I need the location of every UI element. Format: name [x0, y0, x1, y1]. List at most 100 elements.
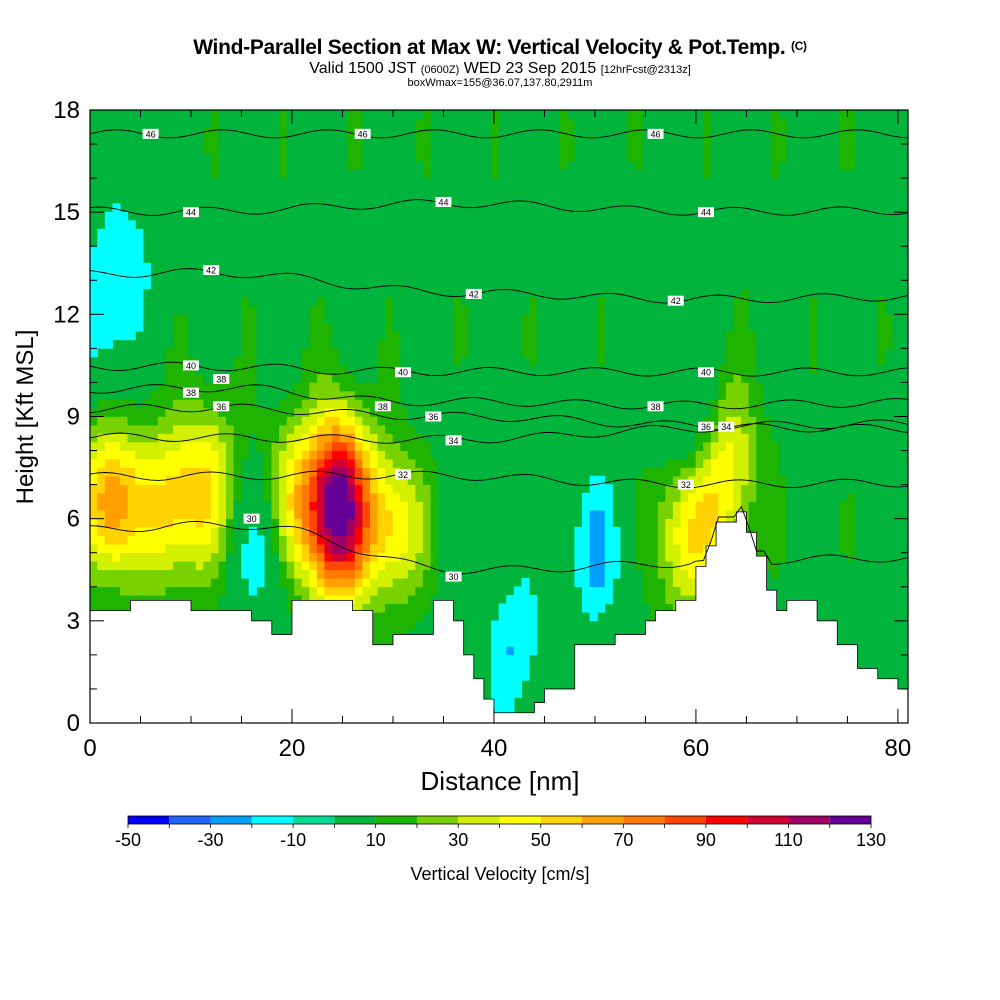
velocity-cell [635, 577, 644, 588]
velocity-cell [665, 348, 674, 358]
velocity-cell [892, 331, 901, 341]
velocity-cell [90, 305, 98, 315]
velocity-cell [385, 305, 394, 315]
velocity-cell [778, 586, 788, 596]
velocity-cell [566, 467, 576, 477]
velocity-cell [582, 365, 591, 375]
velocity-cell [324, 509, 333, 519]
velocity-cell [627, 416, 636, 426]
velocity-cell [195, 339, 204, 349]
velocity-cell [407, 314, 416, 324]
velocity-cell [188, 526, 197, 536]
velocity-cell [491, 399, 500, 409]
velocity-cell [400, 305, 409, 315]
velocity-cell [824, 433, 833, 443]
velocity-cell [756, 297, 765, 307]
velocity-cell [597, 305, 606, 315]
velocity-cell [468, 458, 477, 468]
velocity-cell [362, 467, 371, 477]
velocity-cell [801, 475, 810, 485]
velocity-cell [475, 433, 485, 443]
velocity-cell [286, 603, 295, 613]
velocity-cell [854, 348, 863, 358]
velocity-cell [385, 458, 394, 468]
velocity-cell [188, 441, 197, 451]
velocity-cell [165, 569, 174, 579]
velocity-cell [551, 526, 560, 536]
velocity-cell [604, 594, 613, 605]
velocity-cell [210, 382, 220, 392]
velocity-cell [203, 492, 212, 502]
velocity-cell [900, 322, 908, 332]
velocity-cell [710, 501, 719, 511]
velocity-cell [210, 543, 220, 554]
velocity-cell [188, 535, 197, 545]
velocity-cell [377, 560, 386, 571]
velocity-cell [135, 373, 144, 383]
velocity-cell [195, 543, 204, 554]
velocity-cell [816, 501, 825, 511]
velocity-cell [445, 348, 454, 358]
velocity-cell [415, 424, 424, 434]
velocity-cell [195, 603, 204, 613]
velocity-cell [173, 552, 182, 562]
velocity-cell [339, 365, 348, 375]
velocity-cell [271, 535, 280, 545]
velocity-cell [642, 441, 651, 451]
velocity-cell [884, 373, 894, 383]
velocity-cell [165, 501, 174, 511]
velocity-cell [354, 399, 363, 409]
velocity-cell [112, 390, 121, 400]
velocity-cell [877, 594, 886, 605]
velocity-cell [824, 518, 833, 528]
velocity-cell [173, 314, 182, 324]
velocity-cell [119, 467, 129, 477]
velocity-cell [809, 424, 818, 434]
velocity-cell [551, 373, 560, 383]
velocity-cell [180, 424, 189, 434]
velocity-cell [771, 390, 780, 400]
velocity-cell [771, 407, 780, 417]
velocity-cell [847, 594, 856, 605]
velocity-cell [877, 629, 886, 639]
velocity-cell [589, 484, 598, 494]
velocity-cell [104, 331, 114, 341]
velocity-cell [316, 314, 326, 324]
velocity-cell [165, 382, 174, 392]
velocity-cell [468, 646, 477, 656]
velocity-cell [104, 382, 114, 392]
velocity-cell [475, 441, 485, 451]
velocity-cell [400, 390, 409, 400]
velocity-cell [119, 484, 129, 494]
velocity-cell [430, 297, 439, 307]
velocity-cell [756, 535, 765, 545]
velocity-cell [521, 348, 530, 358]
velocity-cell [725, 356, 735, 366]
velocity-cell [90, 518, 98, 528]
velocity-cell [271, 373, 280, 383]
velocity-cell [347, 594, 356, 605]
velocity-cell [801, 339, 810, 349]
velocity-cell [710, 458, 719, 468]
velocity-cell [877, 433, 886, 443]
velocity-cell [869, 348, 879, 358]
velocity-cell [407, 569, 416, 579]
velocity-cell [733, 390, 742, 400]
velocity-cell [900, 475, 908, 485]
velocity-cell [483, 509, 492, 519]
velocity-cell [241, 322, 250, 332]
velocity-cell [862, 526, 871, 536]
velocity-cell [362, 339, 371, 349]
velocity-cell [778, 450, 788, 460]
velocity-cell [741, 297, 750, 307]
velocity-cell [377, 501, 386, 511]
velocity-cell [173, 348, 182, 358]
velocity-cell [430, 305, 439, 315]
velocity-cell [619, 390, 629, 400]
velocity-cell [816, 288, 825, 298]
velocity-cell [612, 382, 621, 392]
velocity-cell [566, 365, 576, 375]
velocity-cell [619, 314, 629, 324]
velocity-cell [453, 612, 462, 622]
velocity-cell [491, 288, 500, 298]
